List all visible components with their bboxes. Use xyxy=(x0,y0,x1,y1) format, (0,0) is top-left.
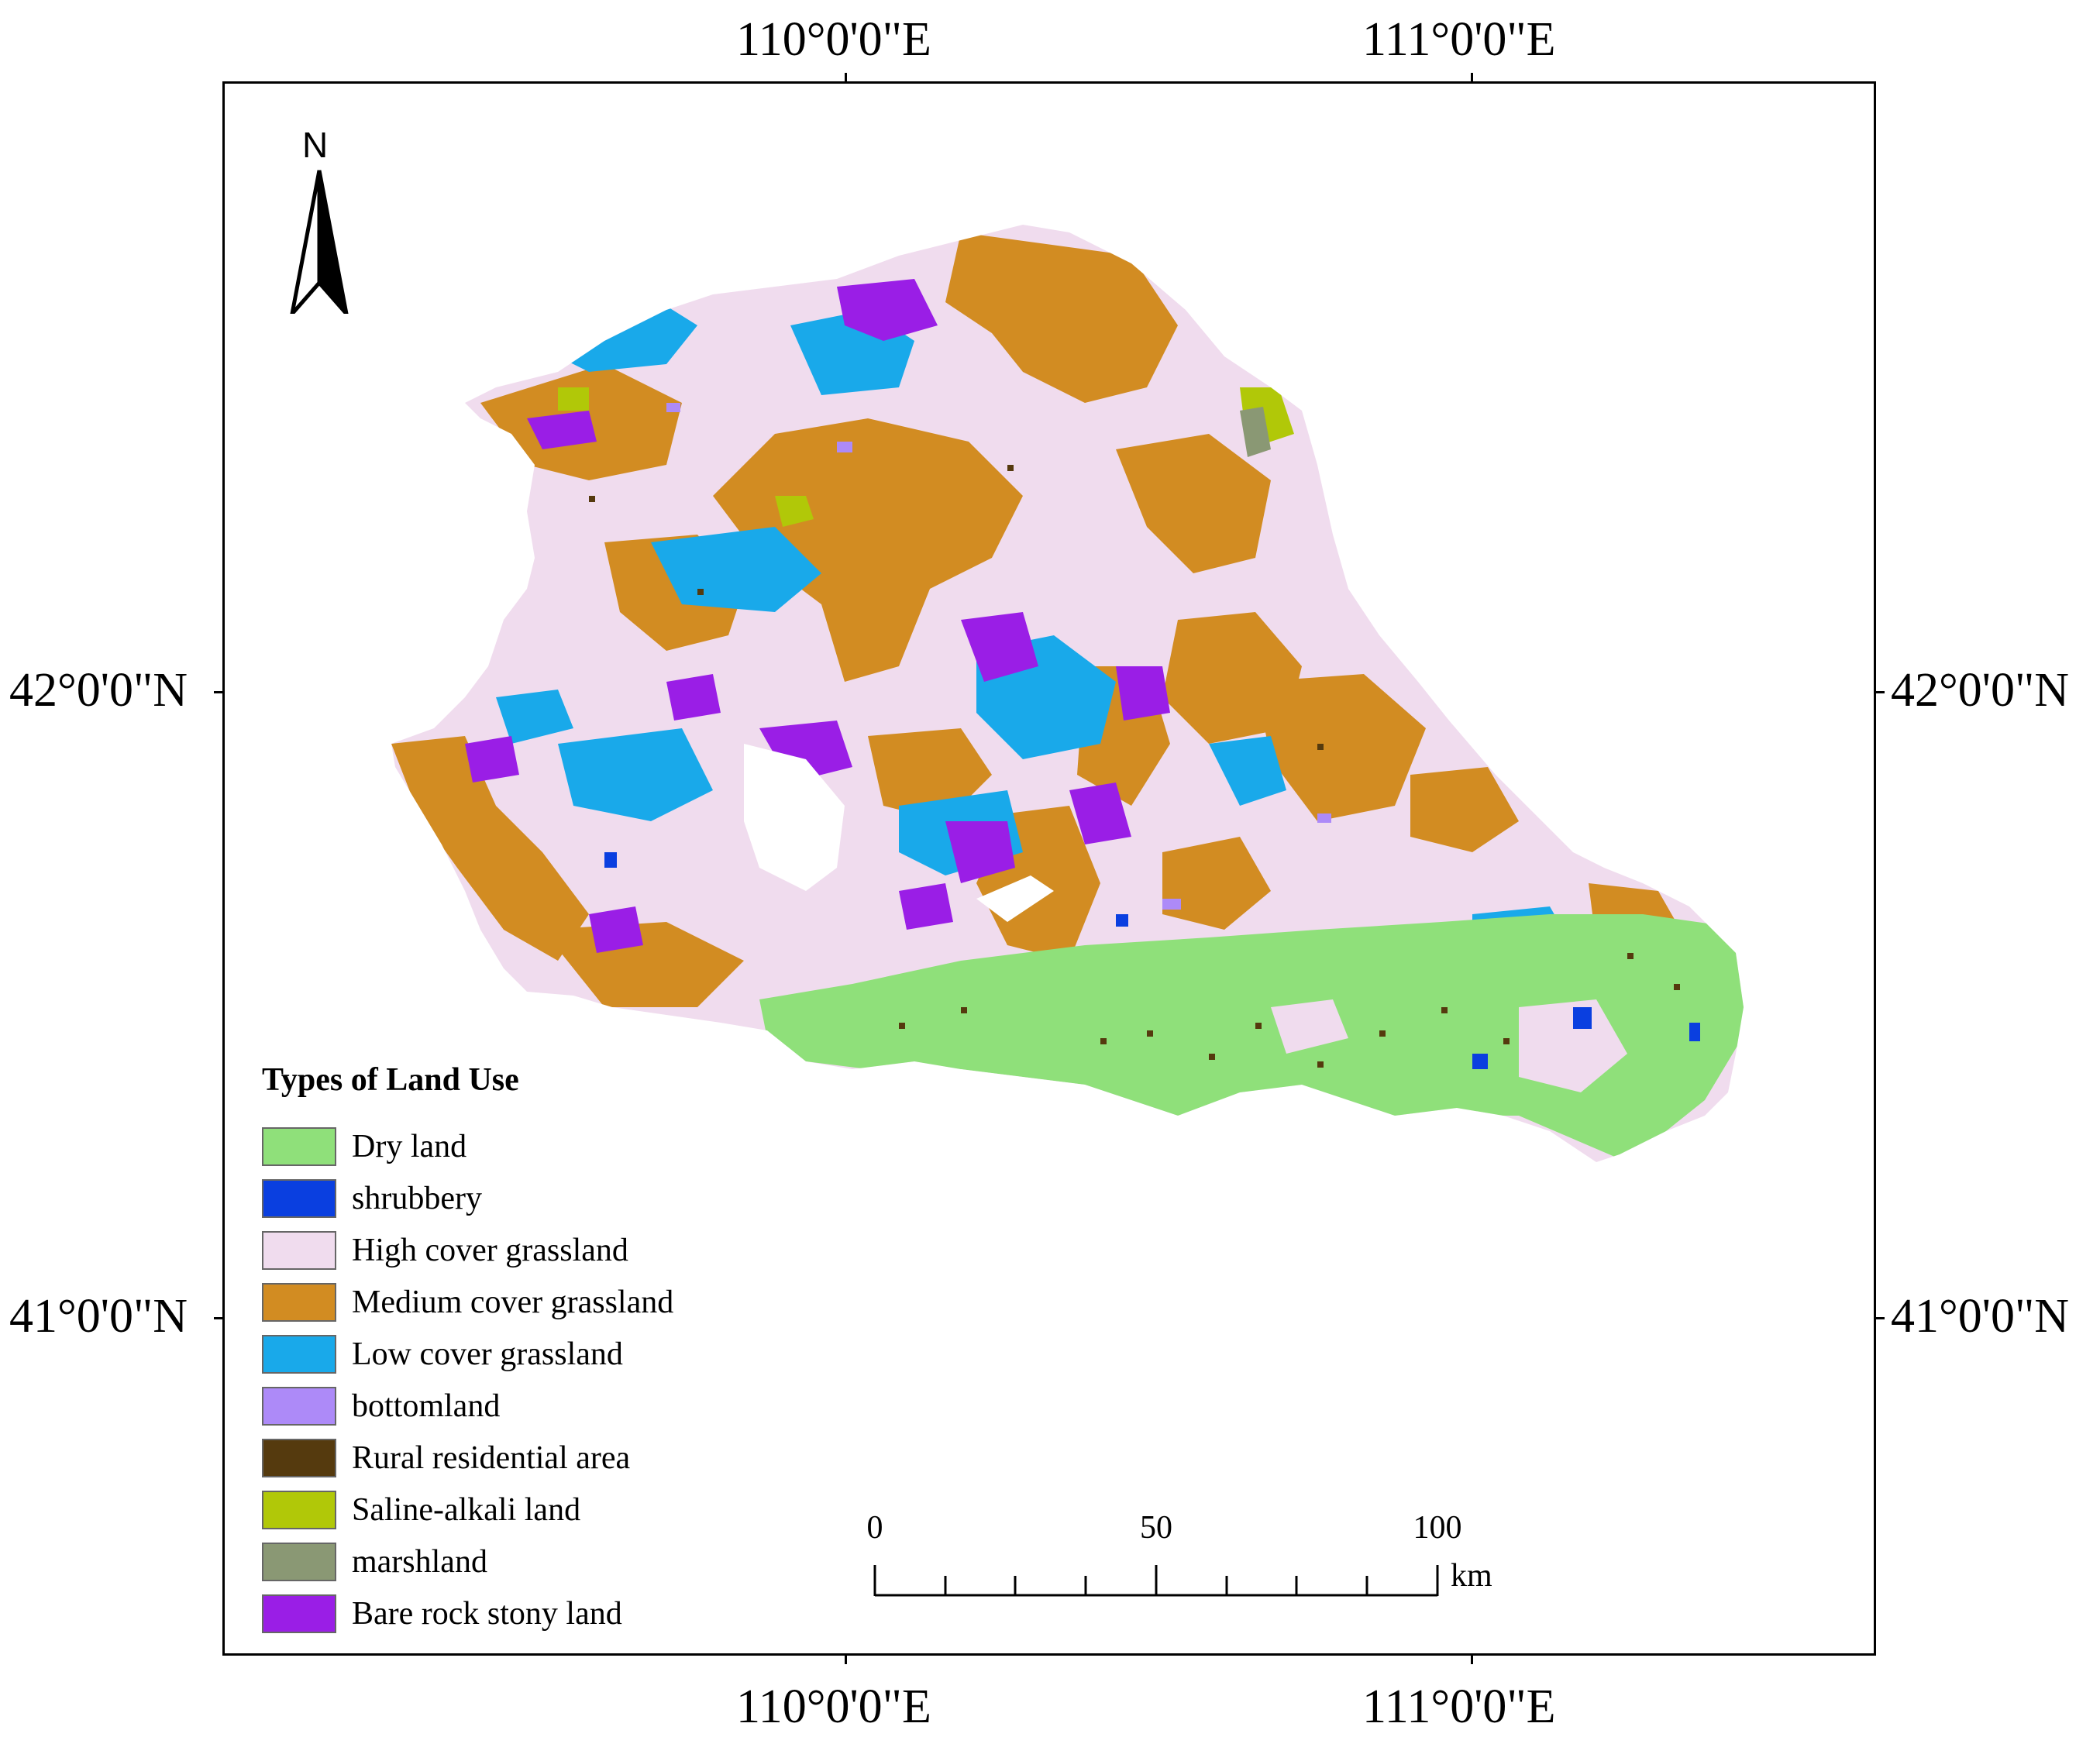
tick-top-111 xyxy=(1471,73,1473,84)
right-latitude-42: 42°0'0"N xyxy=(1891,664,2070,717)
left-latitude-41: 41°0'0"N xyxy=(9,1290,188,1343)
scale-label-50: 50 xyxy=(1140,1510,1172,1546)
legend-item: High cover grassland xyxy=(262,1224,673,1276)
tick-bottom-110 xyxy=(845,1653,847,1664)
legend-item: Low cover grassland xyxy=(262,1328,673,1380)
legend-swatch xyxy=(262,1594,336,1633)
north-arrow-icon xyxy=(290,170,349,314)
bottom-longitude-111: 111°0'0"E xyxy=(1362,1680,1556,1733)
bottom-longitude-110: 110°0'0"E xyxy=(736,1680,931,1733)
scale-label-100: 100 xyxy=(1413,1510,1462,1546)
river-gap xyxy=(976,875,1054,922)
legend-label: High cover grassland xyxy=(352,1232,628,1268)
north-label: N xyxy=(302,125,329,165)
map-frame xyxy=(214,73,1885,1664)
marshland-patch xyxy=(1240,407,1271,457)
legend-item: Saline-alkali land xyxy=(262,1484,673,1536)
bare-rock-patches xyxy=(465,279,1170,953)
legend-swatch xyxy=(262,1282,336,1322)
legend-swatch xyxy=(262,1178,336,1218)
high-cover-grassland-gaps xyxy=(1271,999,1627,1092)
shrubbery-patches xyxy=(604,852,1700,1069)
map-region xyxy=(391,225,1744,1162)
legend-label: Low cover grassland xyxy=(352,1336,623,1372)
tick-left-41 xyxy=(214,1317,225,1319)
top-longitude-111: 111°0'0"E xyxy=(1362,13,1556,66)
legend-label: Rural residential area xyxy=(352,1439,631,1476)
legend-swatch xyxy=(262,1230,336,1270)
bottomland-patches xyxy=(666,403,1331,910)
legend-item: Dry land xyxy=(262,1120,673,1172)
legend-title: Types of Land Use xyxy=(262,1062,519,1098)
lake-area xyxy=(744,744,845,891)
legend-item: shrubbery xyxy=(262,1172,673,1224)
legend-swatch xyxy=(262,1490,336,1529)
scale-unit: km xyxy=(1451,1558,1492,1594)
legend-item: Medium cover grassland xyxy=(262,1276,673,1328)
legend-item: marshland xyxy=(262,1536,673,1587)
legend-item: Bare rock stony land xyxy=(262,1587,673,1639)
legend-label: Medium cover grassland xyxy=(352,1284,674,1320)
legend-swatch xyxy=(262,1386,336,1426)
scale-bar-ruler xyxy=(873,1565,1439,1597)
legend-swatch xyxy=(262,1334,336,1374)
tick-right-42 xyxy=(1874,691,1885,693)
legend: Types of Land Use Dry land shrubbery High … xyxy=(262,1061,673,1639)
tick-top-110 xyxy=(845,73,847,84)
tick-bottom-111 xyxy=(1471,1653,1473,1664)
tick-right-41 xyxy=(1874,1317,1885,1319)
rural-residential-dots xyxy=(589,465,1680,1068)
legend-label: shrubbery xyxy=(352,1180,482,1216)
legend-label: Saline-alkali land xyxy=(352,1491,581,1528)
scale-label-0: 0 xyxy=(866,1510,883,1546)
legend-item: Rural residential area xyxy=(262,1432,673,1484)
right-latitude-41: 41°0'0"N xyxy=(1891,1290,2070,1343)
legend-swatch xyxy=(262,1542,336,1581)
legend-swatch xyxy=(262,1126,336,1166)
legend-swatch xyxy=(262,1438,336,1477)
dry-land-patches xyxy=(759,914,1744,1162)
legend-item: bottomland xyxy=(262,1380,673,1432)
legend-label: bottomland xyxy=(352,1388,501,1424)
legend-label: Dry land xyxy=(352,1128,467,1164)
legend-label: Bare rock stony land xyxy=(352,1595,622,1632)
tick-left-42 xyxy=(214,691,225,693)
top-longitude-110: 110°0'0"E xyxy=(736,13,931,66)
left-latitude-42: 42°0'0"N xyxy=(9,664,188,717)
legend-label: marshland xyxy=(352,1543,487,1580)
